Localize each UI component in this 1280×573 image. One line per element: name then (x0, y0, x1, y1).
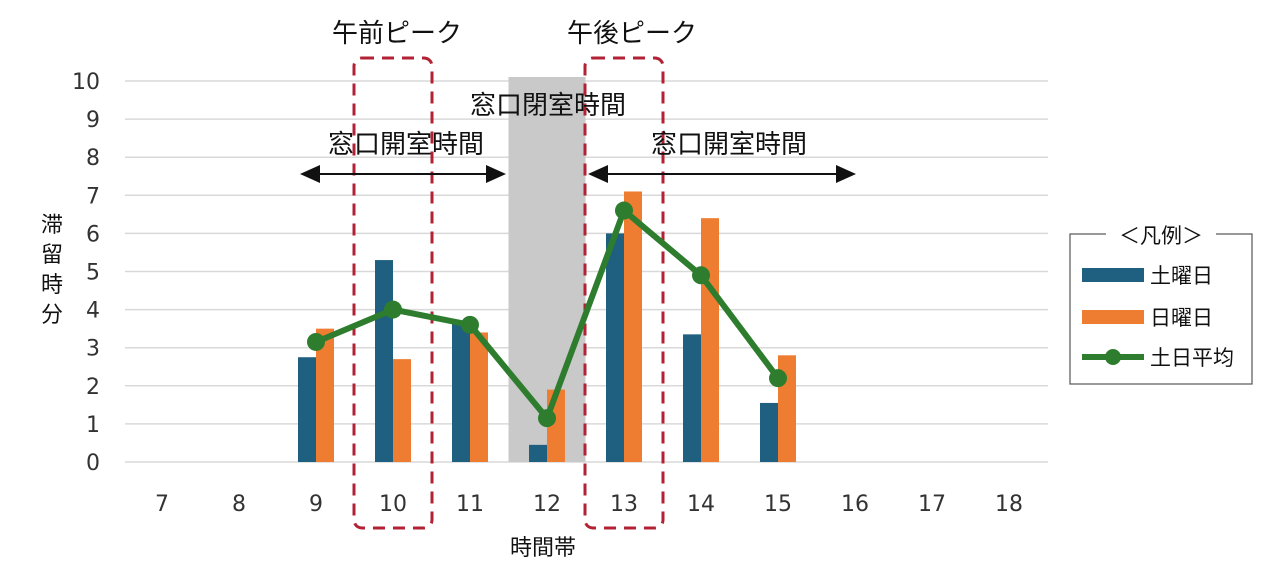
bar-saturday-14 (683, 334, 701, 462)
y-tick-label-3: 3 (86, 337, 100, 362)
legend-label-saturday: 土曜日 (1150, 264, 1213, 288)
x-tick-label-10: 10 (379, 492, 407, 517)
average-line-series (307, 201, 787, 428)
x-tick-label-17: 17 (918, 492, 946, 517)
y-tick-labels: 0 1 2 3 4 5 6 7 8 9 10 (72, 70, 100, 476)
open-period-label-pm: 窓口開室時間 (651, 130, 807, 160)
x-tick-label-18: 18 (995, 492, 1023, 517)
y-tick-label-6: 6 (86, 222, 100, 247)
x-tick-label-15: 15 (764, 492, 792, 517)
legend-title: ＜凡例＞ (1119, 224, 1203, 248)
legend-marker-average (1105, 349, 1121, 365)
closed-period-label: 窓口閉室時間 (470, 91, 626, 121)
bar-saturday-10 (375, 260, 393, 462)
y-tick-label-8: 8 (86, 146, 100, 171)
y-tick-label-1: 1 (86, 413, 100, 438)
open-period-label-am: 窓口開室時間 (328, 130, 484, 160)
y-tick-label-0: 0 (86, 451, 100, 476)
legend-swatch-saturday (1082, 268, 1144, 282)
average-point-14 (692, 266, 710, 285)
y-tick-label-10: 10 (72, 70, 100, 95)
am-peak-label: 午前ピーク (332, 19, 462, 49)
bar-saturday-15 (760, 402, 778, 462)
average-point-15 (769, 369, 787, 388)
bar-saturday-12 (529, 444, 547, 462)
x-tick-labels: 7 8 9 10 11 12 13 14 15 16 17 18 (155, 492, 1023, 517)
open-period-arrow-pm (588, 165, 856, 183)
bar-sunday-10 (393, 359, 411, 462)
average-point-10 (384, 300, 402, 319)
x-tick-label-7: 7 (155, 492, 169, 517)
pm-peak-box (583, 56, 665, 530)
bar-sunday-9 (316, 328, 334, 462)
x-tick-label-11: 11 (456, 492, 484, 517)
x-tick-label-14: 14 (687, 492, 715, 517)
y-tick-label-9: 9 (86, 108, 100, 133)
pm-peak-label: 午後ピーク (567, 19, 697, 49)
y-tick-label-5: 5 (86, 261, 100, 286)
open-period-arrow-am (300, 165, 506, 183)
y-tick-label-2: 2 (86, 375, 100, 400)
average-point-13 (615, 201, 633, 220)
bar-sunday-13 (624, 191, 642, 463)
y-axis-title: 滞留時分 (41, 213, 63, 328)
am-peak-box (352, 56, 434, 530)
bar-sunday-14 (701, 218, 719, 462)
bar-saturday-13 (606, 233, 624, 462)
average-point-9 (307, 332, 325, 351)
x-tick-label-12: 12 (533, 492, 561, 517)
legend-swatch-sunday (1082, 310, 1144, 324)
y-tick-label-7: 7 (86, 184, 100, 209)
average-point-12 (538, 409, 556, 428)
average-point-11 (461, 315, 479, 334)
x-tick-label-8: 8 (232, 492, 246, 517)
x-tick-label-9: 9 (309, 492, 323, 517)
svg-text:滞留時分: 滞留時分 (41, 213, 63, 328)
legend-label-average: 土日平均 (1150, 346, 1234, 370)
legend-label-sunday: 日曜日 (1150, 306, 1213, 330)
x-tick-label-13: 13 (610, 492, 638, 517)
x-tick-label-16: 16 (841, 492, 869, 517)
bar-sunday-11 (470, 332, 488, 462)
bar-saturday-11 (452, 321, 470, 462)
legend: ＜凡例＞ 土曜日 日曜日 土日平均 (1069, 222, 1253, 385)
bar-saturday-9 (298, 357, 316, 462)
y-tick-label-4: 4 (86, 299, 100, 324)
x-axis-title: 時間帯 (510, 536, 576, 561)
